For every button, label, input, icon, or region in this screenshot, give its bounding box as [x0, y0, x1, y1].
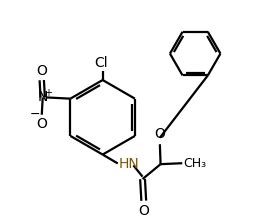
Text: +: + — [44, 88, 52, 98]
Text: N: N — [37, 90, 48, 104]
Text: O: O — [138, 204, 149, 218]
Text: O: O — [36, 64, 47, 78]
Text: CH₃: CH₃ — [183, 157, 207, 170]
Text: O: O — [36, 117, 47, 131]
Text: Cl: Cl — [95, 56, 108, 70]
Text: −: − — [29, 108, 40, 121]
Text: O: O — [155, 127, 166, 141]
Text: HN: HN — [119, 157, 140, 171]
